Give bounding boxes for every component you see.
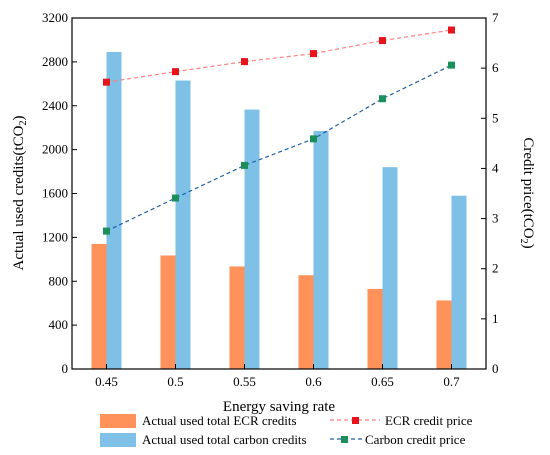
point-carbon-price-5 xyxy=(448,61,455,69)
y-tick-label-1: 400 xyxy=(49,317,69,332)
legend-label-carbon-credits: Actual used total carbon credits xyxy=(142,432,307,447)
y2-tick-label-4: 4 xyxy=(492,160,499,175)
bar-carbon-credits-5 xyxy=(451,195,467,369)
y2-tick-label-0: 0 xyxy=(492,361,499,376)
bar-carbon-credits-4 xyxy=(382,167,398,369)
y2-tick-label-1: 1 xyxy=(492,311,499,326)
bar-ecr-credits-2 xyxy=(229,266,245,369)
bar-ecr-credits-3 xyxy=(298,275,314,369)
y2-axis-title-sub: 2 xyxy=(518,239,529,244)
point-carbon-price-1 xyxy=(172,194,179,202)
y2-tick-label-7: 7 xyxy=(492,10,499,25)
y-tick-label-8: 3200 xyxy=(42,10,68,25)
x-tick-label-0: 0.45 xyxy=(95,374,118,389)
y2-tick-label-5: 5 xyxy=(492,110,499,125)
point-carbon-price-3 xyxy=(310,135,317,143)
legend-label-carbon-price: Carbon credit price xyxy=(365,432,466,447)
legend-label-ecr-price: ECR credit price xyxy=(385,413,473,428)
y2-tick-label-2: 2 xyxy=(492,261,499,276)
y-tick-label-0: 0 xyxy=(62,361,69,376)
point-ecr-price-0 xyxy=(103,78,110,86)
legend-marker-carbon-price xyxy=(341,436,348,443)
bar-carbon-credits-2 xyxy=(244,109,260,370)
legend-marker-ecr-price xyxy=(352,417,359,424)
x-tick-label-4: 0.65 xyxy=(371,374,394,389)
y-tick-label-3: 1200 xyxy=(42,229,68,244)
y2-tick-label-3: 3 xyxy=(492,211,499,226)
bar-ecr-credits-0 xyxy=(91,243,107,369)
bar-carbon-credits-0 xyxy=(106,52,122,370)
x-tick-label-5: 0.7 xyxy=(443,374,460,389)
bar-carbon-credits-1 xyxy=(175,80,191,369)
y-tick-label-5: 2000 xyxy=(42,142,68,157)
lines-layer xyxy=(103,26,455,235)
x-axis-title: Energy saving rate xyxy=(223,399,336,415)
bar-ecr-credits-4 xyxy=(367,288,383,369)
y-tick-label-7: 2800 xyxy=(42,54,68,69)
point-ecr-price-4 xyxy=(379,37,386,45)
y-tick-label-2: 800 xyxy=(49,273,69,288)
y-tick-label-6: 2400 xyxy=(42,98,68,113)
legend-label-ecr-credits: Actual used total ECR credits xyxy=(142,413,297,428)
point-ecr-price-5 xyxy=(448,26,455,34)
y2-axis-title: Credit price(tCO2) xyxy=(518,137,536,248)
bars-layer xyxy=(91,52,467,370)
y-axis-title: Actual used credits(tCO2) xyxy=(11,116,29,271)
legend-swatch-ecr-credits xyxy=(100,414,136,428)
legend: Actual used total ECR credits Actual use… xyxy=(100,413,473,447)
point-carbon-price-0 xyxy=(103,227,110,235)
legend-swatch-carbon-credits xyxy=(100,433,136,447)
x-tick-label-2: 0.55 xyxy=(233,374,256,389)
x-tick-label-1: 0.5 xyxy=(167,374,183,389)
line-ecr-price xyxy=(106,29,452,83)
point-carbon-price-4 xyxy=(379,95,386,103)
point-carbon-price-2 xyxy=(241,161,248,169)
bar-carbon-credits-3 xyxy=(313,130,329,369)
y2-axis-title-main: Credit price(tCO xyxy=(520,137,536,238)
x-tick-label-3: 0.6 xyxy=(305,374,322,389)
line-carbon-price xyxy=(106,64,452,232)
point-ecr-price-1 xyxy=(172,68,179,76)
y-axis-title-end: ) xyxy=(11,116,27,121)
y-tick-label-4: 1600 xyxy=(42,186,68,201)
ticks-layer: 0 400 800 1200 1600 2000 2400 2800 3200 0 1 2 3 4 5 6 7 0… xyxy=(42,10,499,389)
point-ecr-price-2 xyxy=(241,58,248,66)
bar-ecr-credits-1 xyxy=(160,255,176,369)
y2-axis-title-end: ) xyxy=(520,244,536,249)
y-axis-title-sub: 2 xyxy=(18,121,29,126)
y2-tick-label-6: 6 xyxy=(492,60,499,75)
bar-ecr-credits-5 xyxy=(436,300,452,369)
y-axis-title-main: Actual used credits(tCO xyxy=(11,125,27,270)
point-ecr-price-3 xyxy=(310,50,317,58)
